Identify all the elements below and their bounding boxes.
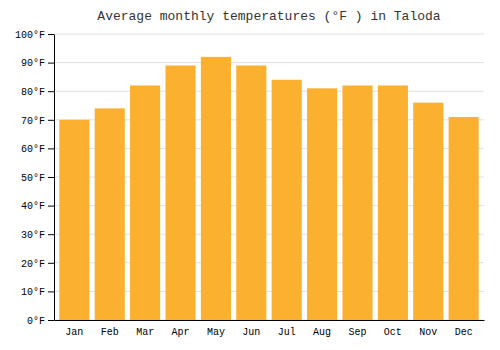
bars [59,57,478,320]
tick: May [207,327,225,338]
axis-line [55,320,485,321]
bar [59,120,89,320]
tick-label: 80°F [21,87,45,98]
tick: Dec [455,327,473,338]
tick: 40°F [21,201,54,212]
tick-mark [48,148,54,149]
tick-label: Sep [348,327,366,338]
tick-label: 30°F [21,230,45,241]
tick: Jan [65,327,83,338]
tick-label: Nov [419,327,437,338]
tick-mark [48,34,54,35]
tick-mark [48,63,54,64]
tick: 10°F [21,287,54,298]
grid-line [54,34,484,35]
tick-mark [48,234,54,235]
tick-label: Dec [455,327,473,338]
bar [413,103,443,320]
bar [342,85,372,320]
tick-label: Apr [172,327,190,338]
axis-line [54,35,55,321]
tick-label: 60°F [21,144,45,155]
bar [201,57,231,320]
tick-label: 90°F [21,58,45,69]
tick-label: 100°F [15,30,45,41]
y-axis: 0°F 10°F 20°F 30°F 40°F 50°F 60°F 70°F 80°F 90°F 1… [15,30,55,327]
bar [307,88,337,320]
tick: Mar [136,327,154,338]
bar [236,65,266,320]
tick-label: Jul [278,327,296,338]
tick: Sep [348,327,366,338]
tick-label: Aug [313,327,331,338]
chart: 0°F 10°F 20°F 30°F 40°F 50°F 60°F 70°F 80°F 90°F 1… [0,0,500,350]
tick: 100°F [15,30,54,41]
x-axis: Jan Feb Mar Apr May Jun Jul Aug Sep Oct Nov Dec [55,321,485,339]
grid [54,34,484,320]
tick: Feb [101,327,119,338]
tick-label: Oct [384,327,402,338]
grid-line [54,91,484,92]
tick: 60°F [21,144,54,155]
tick: Oct [384,327,402,338]
tick: Aug [313,327,331,338]
title: Average monthly temperatures (°F ) in Ta… [97,9,440,24]
bar [95,108,125,320]
bar [378,85,408,320]
tick-label: Jan [65,327,83,338]
tick-label: May [207,327,225,338]
tick: Jul [278,327,296,338]
tick: 70°F [21,116,54,127]
tick-mark [48,91,54,92]
tick-label: 10°F [21,287,45,298]
tick-mark [48,291,54,292]
tick: 0°F [27,316,54,327]
tick-label: 70°F [21,116,45,127]
bar [130,85,160,320]
tick: 20°F [21,259,54,270]
tick-label: Mar [136,327,154,338]
plot: 0°F 10°F 20°F 30°F 40°F 50°F 60°F 70°F 80°F 90°F 1… [15,30,485,338]
tick: 90°F [21,58,54,69]
tick-mark [48,206,54,207]
tick-label: Feb [101,327,119,338]
tick: 50°F [21,173,54,184]
tick-mark [48,120,54,121]
bar [165,65,195,320]
tick-mark [48,263,54,264]
bar [449,117,479,320]
tick: 80°F [21,87,54,98]
bar [272,80,302,320]
tick-mark [48,177,54,178]
tick-mark [48,320,54,321]
tick-label: 20°F [21,259,45,270]
tick: Nov [419,327,437,338]
tick: 30°F [21,230,54,241]
tick-label: 0°F [27,316,45,327]
grid-line [54,62,484,63]
tick-label: 40°F [21,201,45,212]
tick: Jun [242,327,260,338]
tick-label: Jun [242,327,260,338]
tick: Apr [172,327,190,338]
tick-label: 50°F [21,173,45,184]
